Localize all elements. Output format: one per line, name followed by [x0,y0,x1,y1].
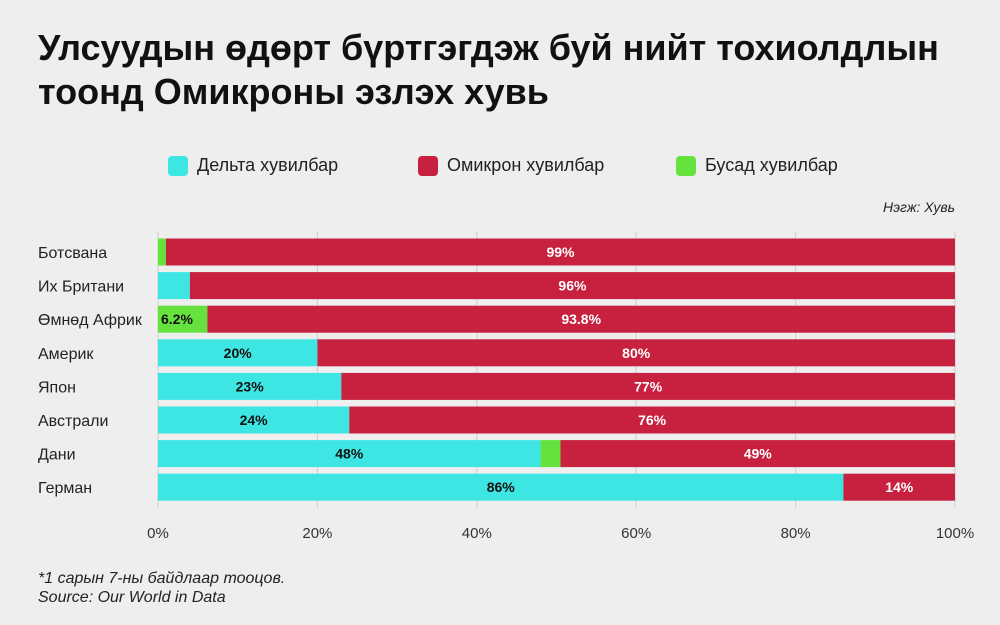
category-label-1: Их Британи [38,279,124,296]
bar-s2-0 [165,238,956,266]
bar-s1-2 [158,305,208,333]
legend-label-other: Бусад хувилбар [705,155,838,175]
x-tick-label-1: 20% [302,525,332,542]
data-label-s2-5: 76% [638,412,667,428]
legend-label-delta: Дельта хувилбар [197,155,339,175]
legend-swatch-other [676,155,696,176]
bar-s0-7 [158,473,844,501]
bar-s0-5 [158,406,350,434]
category-label-6: Дани [38,447,76,464]
x-tick-label-3: 60% [621,525,651,542]
bar-s0-1 [158,272,190,300]
data-label-s2-1: 96% [558,278,587,294]
bar-s2-7 [843,473,955,501]
legend-swatch-omicron [418,155,438,176]
data-label-s2-0: 99% [546,244,575,260]
category-label-2: Өмнөд Африк [38,312,143,329]
data-label-s0-3: 20% [224,345,253,361]
legend-swatch-delta [168,155,188,176]
bar-s2-2 [207,305,955,333]
bar-s2-5 [349,406,955,434]
x-tick-label-5: 100% [936,525,974,542]
bar-s0-4 [158,372,342,400]
data-label-s2-3: 80% [622,345,651,361]
data-label-s2-6: 49% [744,446,773,462]
legend: Дельта хувилбар Омикрон хувилбар Бусад х… [0,155,1000,185]
bar-s2-3 [317,339,955,367]
data-label-s2-4: 77% [634,378,663,394]
source-note: Source: Our World in Data [38,589,226,606]
footnote: *1 сарын 7-ны байдлаар тооцов. [38,570,286,587]
category-label-4: Япон [38,379,76,396]
bar-s0-6 [158,440,541,468]
legend-label-omicron: Омикрон хувилбар [447,155,605,175]
data-label-s0-4: 23% [236,378,265,394]
legend-item-omicron: Омикрон хувилбар [418,155,604,176]
data-label-s0-7: 86% [487,479,516,495]
data-label-s2-2: 93.8% [561,311,601,327]
legend-item-other: Бусад хувилбар [676,155,838,176]
data-label-s2-7: 14% [885,479,914,495]
x-tick-label-0: 0% [147,525,169,542]
bar-s2-4 [341,372,955,400]
category-label-0: Ботсвана [38,245,107,262]
x-tick-label-4: 80% [781,525,811,542]
data-label-s0-5: 24% [240,412,269,428]
bar-s2-6 [560,440,955,468]
bar-s2-1 [189,272,955,300]
bar-s1-6 [540,440,561,468]
legend-item-delta: Дельта хувилбар [168,155,338,176]
category-label-5: Австрали [38,413,108,430]
x-tick-label-2: 40% [462,525,492,542]
data-label-s1-2: 6.2% [161,311,193,327]
data-label-s0-6: 48% [335,446,364,462]
category-label-3: Америк [38,346,94,363]
unit-note: Нэгж: Хувь [882,199,955,215]
chart-title: Улсуудын өдөрт бүртгэгдэж буй нийт тохио… [38,27,939,112]
bar-s1-0 [158,238,166,266]
category-label-7: Герман [38,480,92,497]
bar-s0-3 [158,339,318,367]
